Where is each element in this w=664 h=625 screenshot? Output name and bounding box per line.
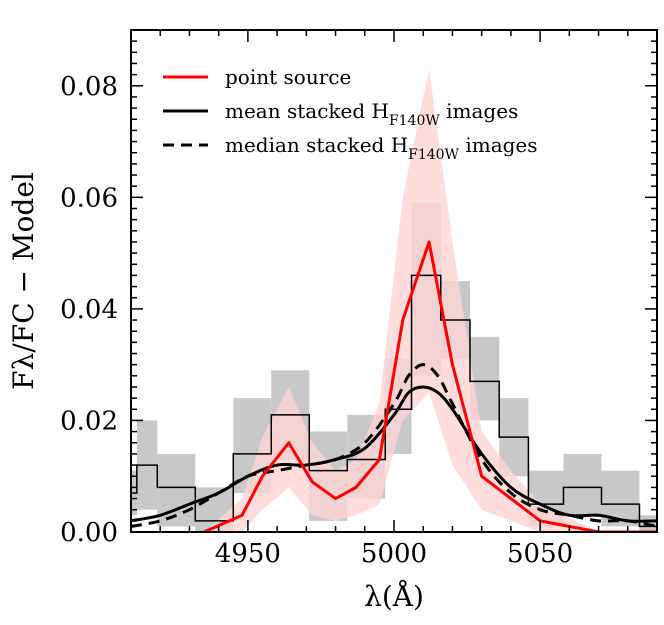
mean-stacked-line (131, 385, 657, 523)
x-tick-label: 5050 (507, 539, 573, 569)
legend-label-median: median stacked HF140W images (225, 133, 538, 163)
y-axis-title: Fλ/FC − Model (7, 172, 40, 390)
plot-area (131, 69, 657, 532)
legend-label-point-source: point source (225, 65, 351, 89)
axis-ticks (130, 29, 658, 533)
legend-label-mean: mean stacked HF140W images (225, 99, 518, 129)
point-source-uncertainty-band (204, 69, 657, 532)
y-tick-label: 0.02 (60, 406, 118, 436)
axis-tick-labels: 4950 5000 5050 0.00 0.02 0.04 0.06 0.08 (60, 72, 573, 569)
y-tick-label: 0.08 (60, 72, 118, 102)
x-tick-label: 5000 (361, 539, 427, 569)
x-tick-label: 4950 (215, 539, 281, 569)
y-tick-label: 0.06 (60, 183, 118, 213)
legend: point source mean stacked HF140W images … (163, 65, 538, 163)
point-source-line (203, 240, 657, 532)
y-tick-label: 0.04 (60, 295, 118, 325)
y-tick-label: 0.00 (60, 518, 118, 548)
x-axis-title: λ(Å) (364, 580, 424, 613)
histogram-error-bin (563, 453, 602, 516)
